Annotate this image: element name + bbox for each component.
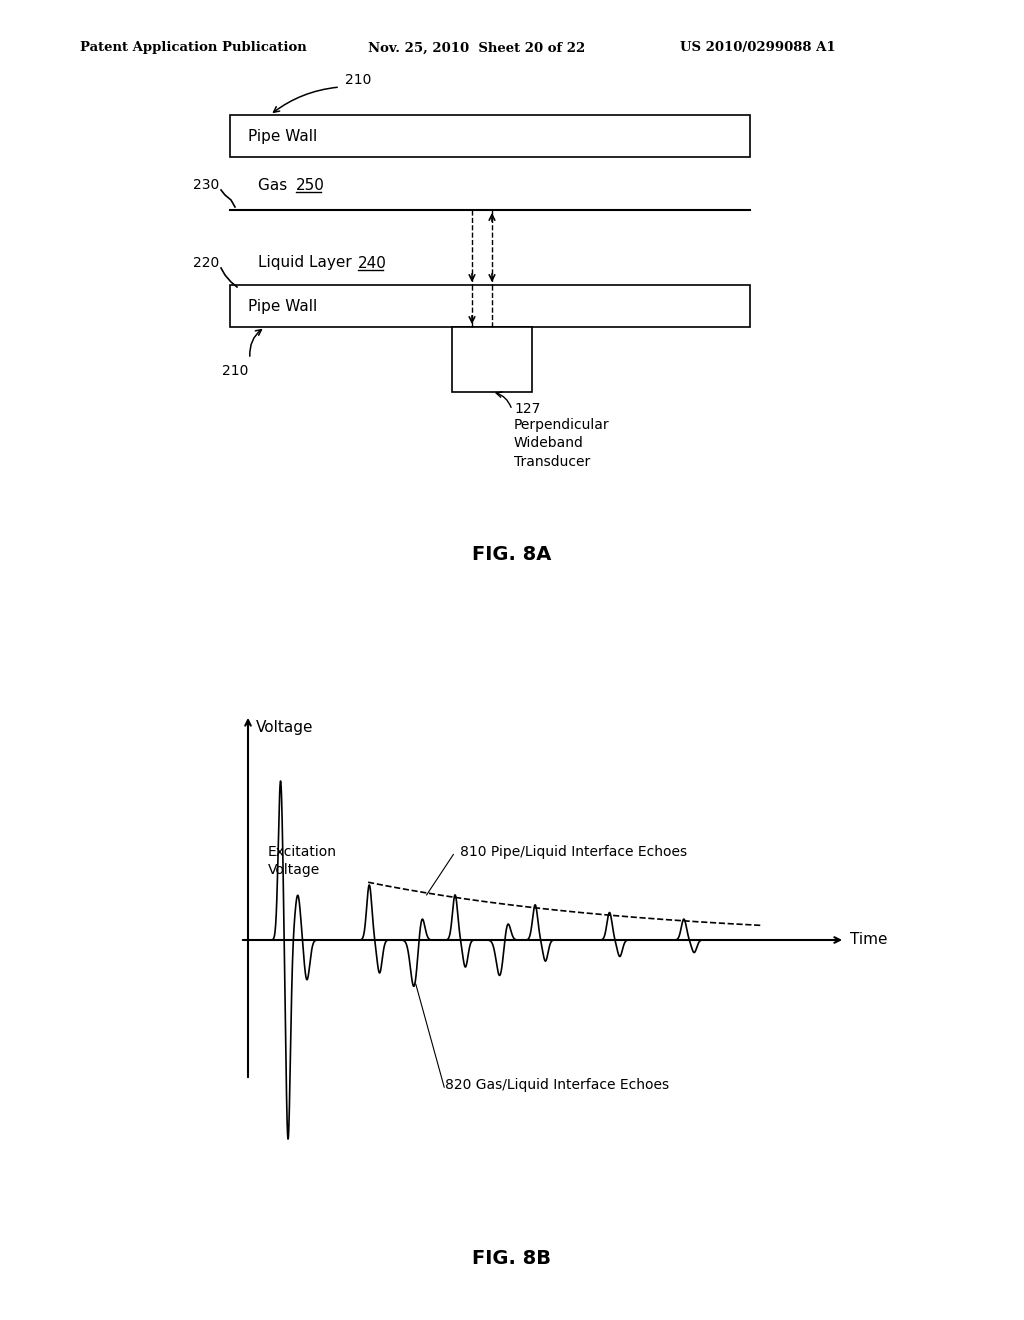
Text: Excitation
Voltage: Excitation Voltage — [268, 845, 337, 876]
Text: Voltage: Voltage — [256, 719, 313, 735]
Bar — [452, 327, 532, 392]
Text: Gas: Gas — [258, 177, 292, 193]
Text: FIG. 8A: FIG. 8A — [472, 545, 552, 565]
Text: 810 Pipe/Liquid Interface Echoes: 810 Pipe/Liquid Interface Echoes — [460, 845, 687, 859]
Text: 210: 210 — [222, 364, 249, 378]
Text: 220: 220 — [193, 256, 219, 271]
Bar — [230, 115, 750, 157]
Text: US 2010/0299088 A1: US 2010/0299088 A1 — [680, 41, 836, 54]
Text: Nov. 25, 2010  Sheet 20 of 22: Nov. 25, 2010 Sheet 20 of 22 — [368, 41, 586, 54]
Text: Perpendicular
Wideband
Transducer: Perpendicular Wideband Transducer — [514, 418, 609, 469]
Text: Time: Time — [850, 932, 888, 948]
Text: Patent Application Publication: Patent Application Publication — [80, 41, 307, 54]
Text: FIG. 8B: FIG. 8B — [472, 1249, 552, 1267]
Text: Pipe Wall: Pipe Wall — [248, 298, 317, 314]
Text: Pipe Wall: Pipe Wall — [248, 128, 317, 144]
Text: 240: 240 — [358, 256, 387, 271]
Text: 127: 127 — [514, 403, 541, 416]
Text: 820 Gas/Liquid Interface Echoes: 820 Gas/Liquid Interface Echoes — [445, 1078, 669, 1092]
Bar — [230, 285, 750, 327]
Text: 250: 250 — [296, 177, 325, 193]
Text: 230: 230 — [193, 178, 219, 191]
Text: 210: 210 — [345, 73, 372, 87]
Text: Liquid Layer: Liquid Layer — [258, 256, 356, 271]
